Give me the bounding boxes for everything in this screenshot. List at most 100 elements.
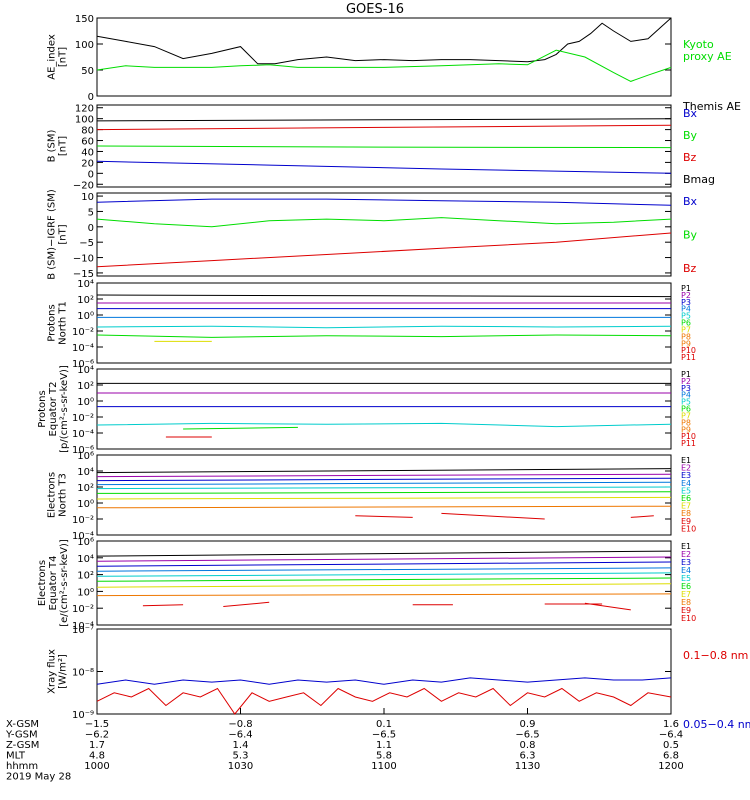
legend-entry: E1 xyxy=(681,542,691,551)
x-row-value: 1.1 xyxy=(376,740,392,751)
y-axis-label: North T1 xyxy=(58,301,69,345)
y-axis-label: North T3 xyxy=(58,473,69,517)
y-tick-label: 120 xyxy=(75,104,94,115)
legend-entry: Kyoto xyxy=(683,38,714,51)
y-axis-label: [W/m²] xyxy=(58,654,69,689)
series-line xyxy=(630,515,654,518)
legend-entry: Bx xyxy=(683,107,698,120)
y-tick-label: 10⁰ xyxy=(77,397,94,408)
y-axis-label: Equator T4 xyxy=(48,556,59,611)
y-tick-label: 10⁻² xyxy=(72,413,94,424)
x-row-value: 1000 xyxy=(84,761,109,772)
legend-entry: P7 xyxy=(681,411,691,420)
legend-entry: E4 xyxy=(681,566,691,575)
legend-entry: E9 xyxy=(681,517,691,526)
y-tick-label: 10⁻⁴ xyxy=(72,429,94,440)
y-axis-label: [e/(cm²-s-sr-keV)] xyxy=(59,539,70,627)
y-tick-label: 10⁻⁷ xyxy=(72,625,94,636)
y-axis-label: [p/(cm²-s-sr-keV)] xyxy=(59,365,70,453)
legend-entry: P3 xyxy=(681,384,691,393)
legend-entry: E1 xyxy=(681,456,691,465)
legend-entry: P6 xyxy=(681,319,691,328)
series-line xyxy=(142,604,184,607)
series-line xyxy=(96,486,672,490)
series-line xyxy=(96,505,672,509)
y-tick-label: 10² xyxy=(77,381,94,392)
legend-entry: P8 xyxy=(681,418,691,427)
legend-entry: P3 xyxy=(681,298,691,307)
series-line xyxy=(96,567,672,572)
y-tick-label: 10⁰ xyxy=(77,311,94,322)
series-line xyxy=(96,334,672,338)
legend-entry: E8 xyxy=(681,509,691,518)
legend-entry: P1 xyxy=(681,284,691,293)
x-row-value: 0.9 xyxy=(520,719,536,730)
series-line xyxy=(96,294,672,298)
series-line xyxy=(96,496,672,500)
y-axis-label: [nT] xyxy=(58,47,69,67)
y-tick-label: −15 xyxy=(73,269,94,280)
y-axis-label: B (SM)−IGRF (SM) xyxy=(47,189,58,280)
legend-entry: E5 xyxy=(681,574,691,583)
series-line xyxy=(96,473,672,478)
legend-entry: E2 xyxy=(681,464,691,473)
y-axis-label: Xray flux xyxy=(47,649,58,694)
y-tick-label: 10⁴ xyxy=(77,365,94,376)
series-line xyxy=(223,601,270,607)
y-tick-label: 0 xyxy=(88,92,94,103)
panel-frame xyxy=(96,540,672,626)
series-line xyxy=(96,468,672,474)
y-tick-label: 10⁻⁴ xyxy=(72,531,94,542)
x-row-value: −0.8 xyxy=(228,719,252,730)
legend-entry: P5 xyxy=(681,312,691,321)
y-axis-label: [nT] xyxy=(58,224,69,244)
x-row-value: −6.4 xyxy=(228,730,252,741)
y-tick-label: 10⁻⁴ xyxy=(72,621,94,632)
x-row-value: 0.8 xyxy=(520,740,536,751)
legend-entry: P9 xyxy=(681,339,691,348)
x-row-label: X-GSM xyxy=(6,719,39,730)
panel-frame xyxy=(96,282,672,364)
series-line xyxy=(96,481,672,486)
legend-entry: P11 xyxy=(681,439,696,448)
series-line xyxy=(584,602,631,611)
x-row-label: MLT xyxy=(6,751,26,762)
series-line xyxy=(96,583,672,588)
y-axis-label: Equator T2 xyxy=(48,382,59,437)
y-tick-label: 10⁶ xyxy=(77,537,94,548)
x-row-value: 1200 xyxy=(658,761,683,772)
y-tick-label: 5 xyxy=(88,207,94,218)
y-tick-label: 20 xyxy=(81,158,94,169)
y-tick-label: 10 xyxy=(81,192,94,203)
series-line xyxy=(96,593,672,597)
y-tick-label: 10² xyxy=(77,483,94,494)
series-line xyxy=(96,572,672,577)
y-tick-label: 10⁻⁶ xyxy=(72,359,94,370)
y-tick-label: −5 xyxy=(79,238,94,249)
panel-6: 10⁻⁴ 10⁻² 10⁰ 10² 10⁴ 10⁶ Electrons Equator T4[… xyxy=(37,537,696,632)
series-line xyxy=(96,145,672,149)
y-tick-label: 40 xyxy=(81,147,94,158)
x-row-value: 4.8 xyxy=(89,751,105,762)
figure-title: GOES-16 xyxy=(346,2,404,17)
y-axis-label: Electrons xyxy=(37,560,48,606)
legend-entry: P5 xyxy=(681,398,691,407)
series-line xyxy=(96,325,672,329)
series-line xyxy=(96,217,672,228)
panel-frame xyxy=(96,368,672,450)
legend-entry: P4 xyxy=(681,305,691,314)
legend-entry: proxy AE xyxy=(683,50,732,63)
y-tick-label: 150 xyxy=(75,14,94,25)
legend-entry: Themis AE xyxy=(682,100,741,113)
legend-entry: P6 xyxy=(681,405,691,414)
legend-entry: P9 xyxy=(681,425,691,434)
y-tick-label: 60 xyxy=(81,137,94,148)
legend-entry: 0.05−0.4 nm xyxy=(683,718,750,731)
legend-entry: P4 xyxy=(681,391,691,400)
series-line xyxy=(96,561,672,567)
series-line xyxy=(96,118,672,122)
y-tick-label: 10² xyxy=(77,295,94,306)
legend-entry: E3 xyxy=(681,558,691,567)
y-tick-label: 0 xyxy=(88,169,94,180)
